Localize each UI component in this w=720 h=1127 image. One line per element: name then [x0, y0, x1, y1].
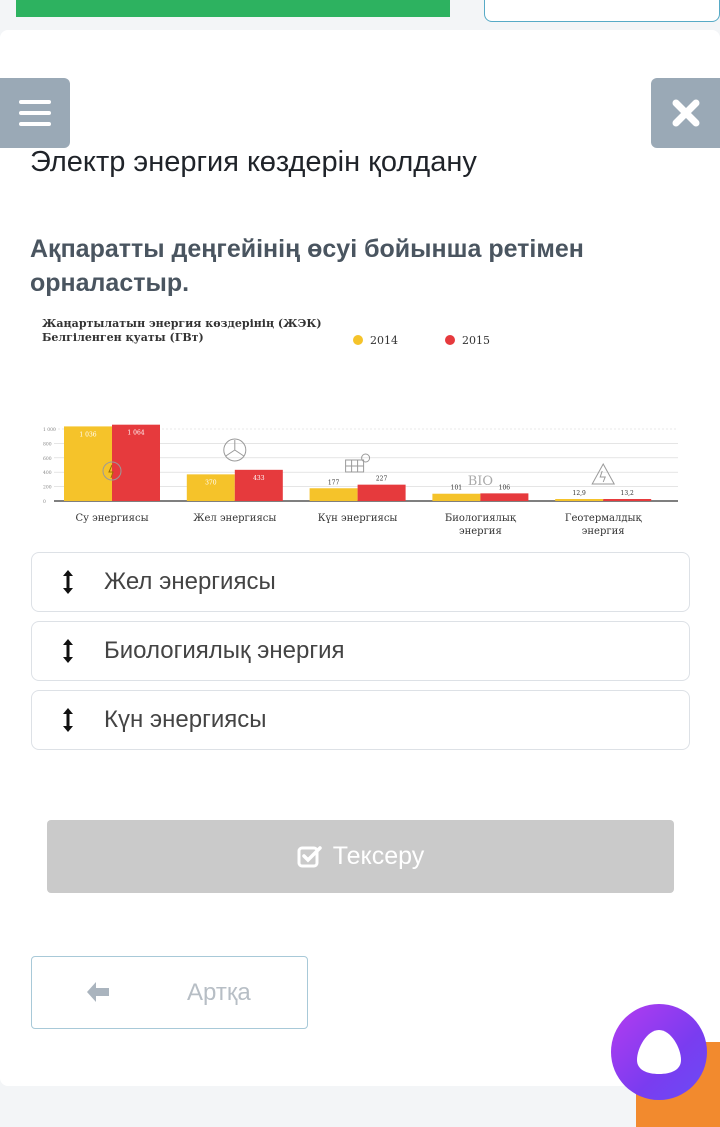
chart-title: Жаңартылатын энергия көздерінің (ЖЭК) — [42, 317, 322, 330]
bar — [357, 484, 406, 501]
vertical-arrows-icon — [63, 708, 73, 732]
progress-bar — [16, 0, 450, 17]
data-label: 177 — [328, 479, 340, 486]
x-tick-label: Биологиялық — [445, 513, 517, 524]
back-button[interactable]: Артқа — [31, 956, 308, 1029]
data-label: 106 — [499, 484, 511, 491]
data-label: 12,9 — [573, 490, 587, 497]
order-item[interactable]: Күн энергиясы — [31, 690, 690, 750]
bar — [234, 469, 283, 501]
x-tick-label: Жел энергиясы — [193, 513, 276, 524]
order-item[interactable]: Биологиялық энергия — [31, 621, 690, 681]
drag-handle[interactable] — [32, 569, 104, 595]
bar — [480, 493, 529, 501]
data-label: 227 — [376, 476, 388, 483]
drag-handle[interactable] — [32, 638, 104, 664]
order-item-label: Жел энергиясы — [104, 568, 276, 595]
data-label: 1 036 — [79, 431, 96, 438]
chart-subtitle: Белгіленген қуаты (ГВт) — [42, 331, 204, 344]
legend-label: 2015 — [462, 334, 490, 347]
back-button-label: Артқа — [187, 979, 251, 1006]
data-label: 13,2 — [621, 490, 635, 497]
order-list: Жел энергиясы Биологиялық энергия Күн эн… — [31, 552, 690, 759]
bio-icon: BIO — [468, 474, 493, 489]
geothermal-icon — [591, 462, 616, 485]
close-button[interactable] — [651, 78, 720, 148]
vertical-arrows-icon — [63, 570, 73, 594]
y-tick-label: 0 — [43, 499, 46, 505]
bar — [186, 474, 235, 501]
page-title: Электр энергия көздерін қолдану — [30, 146, 477, 178]
chart-image: Жаңартылатын энергия көздерінің (ЖЭК) Бе… — [30, 308, 690, 544]
bar-chart: Жаңартылатын энергия көздерінің (ЖЭК) Бе… — [42, 317, 678, 537]
voice-assistant-button[interactable] — [611, 1004, 707, 1100]
svg-text:BIO: BIO — [468, 474, 493, 489]
order-item-label: Күн энергиясы — [104, 706, 267, 733]
vertical-arrows-icon — [63, 639, 73, 663]
x-tick-label: энергия — [582, 526, 625, 537]
top-outline-button[interactable] — [484, 0, 720, 22]
data-label: 101 — [451, 485, 462, 492]
data-label: 1 064 — [127, 430, 144, 437]
drag-handle[interactable] — [32, 707, 104, 733]
bar — [64, 426, 112, 501]
check-button-label: Тексеру — [332, 842, 425, 870]
y-tick-label: 600 — [43, 456, 52, 462]
wind-turbine-icon — [223, 438, 247, 462]
order-item-label: Биологиялық энергия — [104, 637, 345, 664]
y-tick-label: 400 — [43, 470, 52, 476]
solar-panel-icon — [345, 453, 371, 473]
checkbox-icon — [297, 845, 322, 867]
bar — [112, 424, 160, 501]
x-tick-label: энергия — [459, 526, 502, 537]
data-label: 433 — [253, 475, 265, 482]
x-tick-label: Геотермалдық — [565, 513, 643, 524]
question-text: Ақпаратты деңгейінің өсуі бойынша ретіме… — [30, 235, 584, 297]
y-tick-label: 800 — [43, 441, 52, 447]
legend-marker — [353, 335, 363, 345]
bar — [603, 499, 652, 501]
hydro-icon — [102, 461, 122, 481]
bar — [432, 493, 481, 501]
check-button[interactable]: Тексеру — [47, 820, 674, 893]
y-tick-label: 1 000 — [43, 427, 56, 433]
assistant-icon — [637, 1030, 681, 1074]
bar — [555, 499, 604, 501]
y-tick-label: 200 — [43, 485, 52, 491]
legend-marker — [445, 335, 455, 345]
bar — [309, 488, 358, 501]
close-icon — [672, 99, 699, 127]
data-label: 370 — [205, 479, 217, 486]
arrow-left-icon — [87, 982, 109, 1002]
x-tick-label: Су энергиясы — [75, 513, 148, 524]
menu-button[interactable] — [0, 78, 70, 148]
top-bar — [0, 0, 720, 30]
order-item[interactable]: Жел энергиясы — [31, 552, 690, 612]
x-tick-label: Күн энергиясы — [318, 513, 398, 524]
legend-label: 2014 — [370, 334, 398, 347]
